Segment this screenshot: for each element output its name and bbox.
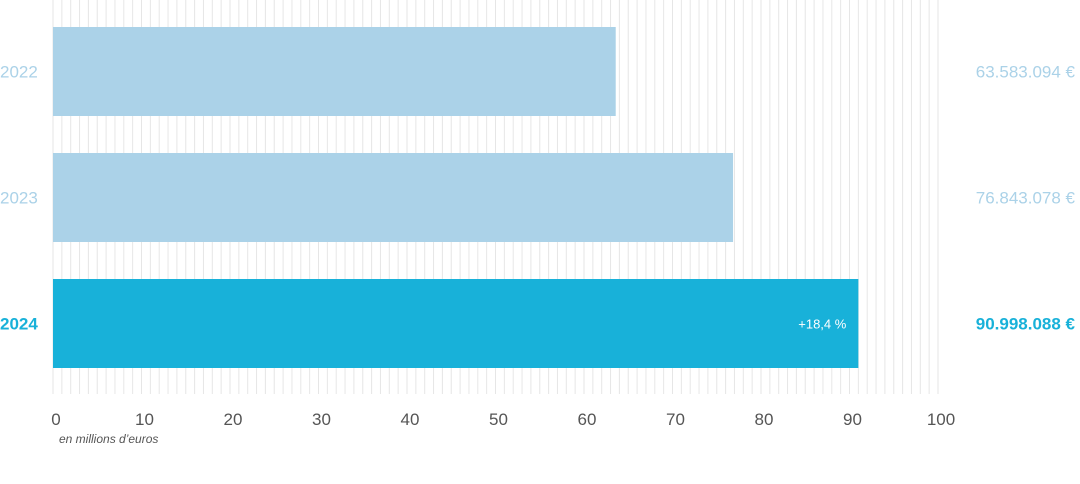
x-tick-label: 50 [489, 410, 508, 429]
year-label-2023: 2023 [0, 189, 38, 208]
year-label-2022: 2022 [0, 63, 38, 82]
x-tick-label: 80 [755, 410, 774, 429]
bar-2022 [53, 27, 616, 116]
value-label-2023: 76.843.078 € [976, 189, 1076, 208]
x-tick-label: 30 [312, 410, 331, 429]
bar-2024 [53, 279, 859, 368]
bar-2023 [53, 153, 734, 242]
x-tick-label: 90 [843, 410, 862, 429]
growth-annotation: +18,4 % [798, 317, 847, 332]
x-axis-unit-label: en millions d’euros [59, 432, 158, 446]
x-tick-label: 0 [51, 410, 60, 429]
year-label-2024: 2024 [0, 315, 38, 334]
x-tick-label: 20 [224, 410, 243, 429]
x-tick-label: 40 [401, 410, 420, 429]
value-label-2024: 90.998.088 € [976, 315, 1076, 334]
x-tick-label: 60 [578, 410, 597, 429]
x-tick-label: 70 [666, 410, 685, 429]
value-label-2022: 63.583.094 € [976, 63, 1076, 82]
x-tick-label: 10 [135, 410, 154, 429]
bars [53, 27, 859, 368]
x-tick-label: 100 [927, 410, 955, 429]
x-axis-ticks: 0 10 20 30 40 50 60 70 80 90 100 [51, 410, 955, 429]
labels: 2022 63.583.094 € 2023 76.843.078 € 2024 90.9… [0, 63, 1076, 334]
